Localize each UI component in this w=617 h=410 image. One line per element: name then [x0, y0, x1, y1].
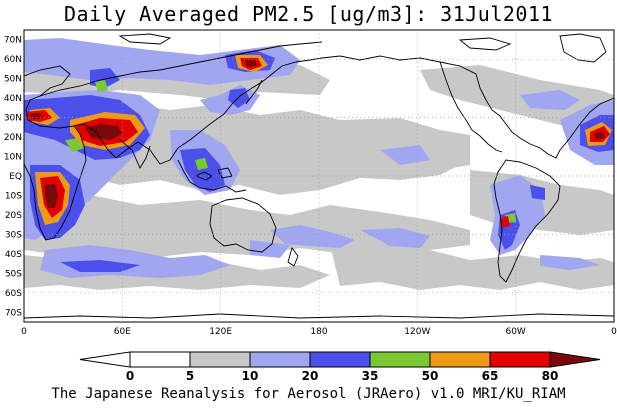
latitude-label: 20N [4, 133, 22, 143]
pm25-level-80-plus [30, 60, 605, 208]
colorbar-box [189, 351, 251, 368]
latitude-label: EQ [9, 172, 22, 182]
footer-credit: The Japanese Reanalysis for Aerosol (JRA… [51, 386, 566, 402]
colorbar-label: 65 [482, 369, 499, 383]
map-frame [23, 29, 615, 323]
colorbar-label: 20 [302, 369, 319, 383]
map-title: Daily Averaged PM2.5 [ug/m3]: 31Jul2011 [63, 2, 554, 26]
colorbar-label: 0 [126, 369, 134, 383]
latitude-label: 50S [5, 269, 22, 279]
colorbar-arrow-high [549, 351, 601, 368]
colorbar-arrow-low [79, 351, 131, 368]
colorbar-box [429, 351, 491, 368]
colorbar-label: 35 [362, 369, 379, 383]
latitude-label: 50N [4, 75, 22, 85]
longitude-label: 0 [611, 327, 617, 337]
colorbar-box [309, 351, 371, 368]
latitude-label: 60S [5, 289, 22, 299]
longitude-label: 180 [310, 327, 327, 337]
longitude-label: 0 [21, 327, 27, 337]
longitude-label: 60W [505, 327, 525, 337]
coastlines [24, 33, 614, 319]
latitude-label: 20S [5, 211, 22, 221]
latitude-label: 10S [5, 191, 22, 201]
colorbar-box [249, 351, 311, 368]
latitude-label: 70N [4, 36, 22, 46]
colorbar-label: 10 [242, 369, 259, 383]
longitude-label: 120W [404, 327, 430, 337]
latitude-label: 40N [4, 94, 22, 104]
latitude-label: 60N [4, 55, 22, 65]
colorbar-box [489, 351, 551, 368]
latitude-labels: 70N 60N 50N 40N 30N 20N 10N EQ 10S 20S 30S 40S 50S 60… [4, 36, 22, 319]
grid-lines [24, 30, 614, 322]
longitude-labels: 0 60E 120E 180 120W 60W 0 [21, 327, 617, 337]
colorbar-label: 80 [542, 369, 559, 383]
colorbar-box [129, 351, 191, 368]
longitude-label: 120E [209, 327, 232, 337]
colorbar-label: 50 [422, 369, 439, 383]
latitude-label: 30S [5, 230, 22, 240]
latitude-label: 70S [5, 308, 22, 318]
latitude-label: 40S [5, 250, 22, 260]
colorbar-label: 5 [186, 369, 194, 383]
pm25-field [24, 38, 614, 290]
latitude-label: 10N [4, 153, 22, 163]
colorbar-box [369, 351, 431, 368]
pm25-map: 70N 60N 50N 40N 30N 20N 10N EQ 10S 20S 30S 40S 50S 60… [4, 29, 617, 337]
longitude-label: 60E [114, 327, 131, 337]
latitude-label: 30N [4, 114, 22, 124]
